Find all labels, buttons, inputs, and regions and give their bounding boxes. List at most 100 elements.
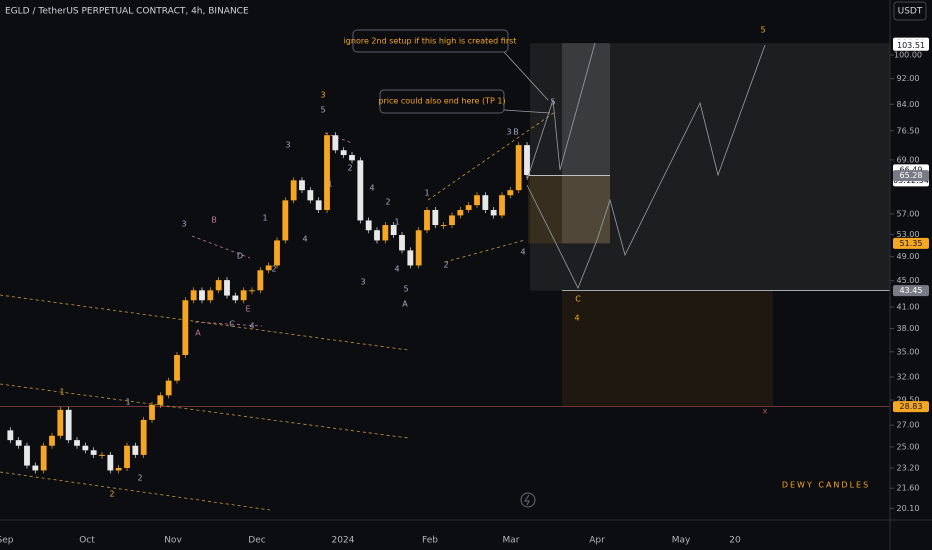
candle <box>107 454 114 471</box>
y-tick-label: 38.00 <box>897 324 920 333</box>
candle <box>99 454 105 456</box>
wave-label: C <box>229 320 235 329</box>
candle <box>90 450 97 455</box>
price-badge <box>893 237 929 249</box>
wave-label: 1 <box>327 180 332 189</box>
wave-label: 3 <box>181 220 186 229</box>
x-tick-label: Nov <box>164 536 182 546</box>
replay-icon-glyph <box>524 494 530 506</box>
candle <box>307 190 314 201</box>
candle <box>499 195 505 216</box>
trend-line <box>194 321 263 327</box>
candle <box>357 160 364 221</box>
candle <box>315 200 322 210</box>
candle <box>340 150 347 156</box>
candle <box>249 290 255 292</box>
candle <box>449 215 455 226</box>
x-tick-label: Sep <box>0 536 14 546</box>
candle <box>365 220 372 231</box>
trend-line <box>191 235 251 259</box>
y-tick-label: 92.00 <box>897 74 920 83</box>
wave-label: 2 <box>347 164 352 173</box>
wave-label: 1 <box>394 218 399 227</box>
wave-label: 1 <box>262 214 267 223</box>
annotation-box <box>352 29 509 53</box>
currency-label[interactable]: USDT <box>898 7 923 17</box>
candle <box>165 380 172 396</box>
wave-label: 2 <box>385 198 390 207</box>
price-badge <box>893 39 929 51</box>
projection <box>503 42 766 289</box>
y-tick-label: 41.00 <box>897 303 920 312</box>
wave-label: 2 <box>271 265 276 274</box>
callout-line <box>503 109 551 114</box>
wave-label: 5 <box>760 26 765 35</box>
price-badge-label: 43.45 <box>900 286 923 295</box>
candle <box>15 440 22 446</box>
y-tick-label: 45.00 <box>897 276 920 285</box>
price-badge-label: 65.28 <box>900 171 923 180</box>
wave-label: 4 <box>369 184 374 193</box>
wave-label: 1 <box>125 398 130 407</box>
wave-label: A <box>402 300 408 309</box>
replay-icon[interactable] <box>520 492 536 508</box>
wave-label: 4 <box>302 235 307 244</box>
annotation-box <box>379 89 505 114</box>
wave-label: 1 <box>59 388 64 397</box>
support-zone <box>562 290 773 407</box>
candle <box>157 395 164 405</box>
candle <box>132 445 139 455</box>
candle <box>324 135 330 210</box>
projection-path <box>526 44 766 289</box>
candle <box>290 180 297 201</box>
candle <box>65 409 72 441</box>
candle <box>124 445 130 468</box>
x-tick-label: Mar <box>503 536 520 546</box>
price-badge <box>893 401 929 413</box>
candle <box>74 440 80 446</box>
candle <box>382 225 389 241</box>
price-badge <box>893 285 929 297</box>
x-tick-label: 20 <box>729 536 741 546</box>
wave-label: 4 <box>574 314 579 323</box>
candle <box>49 435 55 446</box>
candle <box>515 145 522 191</box>
projection-path <box>526 42 596 181</box>
wave-label: 5 <box>403 285 408 294</box>
y-tick-label: 32.00 <box>897 373 920 382</box>
annotation: ignore 2nd setup if this high is created… <box>344 37 517 46</box>
candle <box>415 230 422 266</box>
candle <box>390 225 397 236</box>
trend-line <box>0 294 409 351</box>
y-tick-label: 76.50 <box>897 126 920 135</box>
candle <box>232 295 239 301</box>
y-tick-label: 57.00 <box>897 209 920 218</box>
wave-label: E <box>245 305 250 314</box>
candle <box>40 445 47 471</box>
candle <box>440 225 447 227</box>
candle <box>182 300 189 356</box>
wave-label: 5 <box>550 98 555 107</box>
y-tick-label: 100.00 <box>894 51 922 60</box>
y-tick-label: 25.00 <box>897 442 920 451</box>
wave-label: A <box>195 329 201 338</box>
price-badge-label: 51.35 <box>900 239 923 248</box>
candle <box>224 280 230 296</box>
price-badge-label: 28.83 <box>900 402 923 411</box>
trend-line <box>444 239 526 263</box>
x-tick-label: Feb <box>422 536 438 546</box>
currency-button[interactable] <box>893 1 927 21</box>
target-zone <box>530 43 890 291</box>
candle <box>482 195 489 210</box>
x-tick-label: Oct <box>79 536 95 546</box>
candle <box>32 465 39 471</box>
x-tick-label: 2024 <box>332 536 355 546</box>
wave-label: x <box>763 407 768 416</box>
candle <box>299 180 305 191</box>
candle <box>424 209 430 231</box>
x-tick-label: Dec <box>248 536 265 546</box>
candle <box>257 270 264 291</box>
candle <box>465 205 472 210</box>
price-badge <box>893 170 929 182</box>
